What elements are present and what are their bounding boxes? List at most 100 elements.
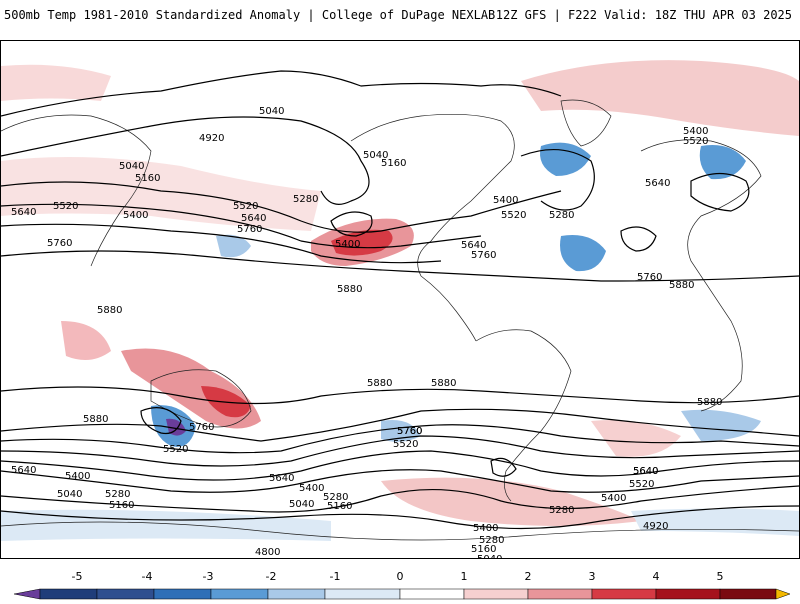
contour-label: 5760 — [47, 238, 72, 249]
anomaly-warm-region — [521, 60, 799, 136]
anomaly-warm-region — [1, 64, 111, 101]
contour-label: 5400 — [123, 210, 148, 221]
anomaly-cold-region — [681, 409, 761, 441]
map-canvas: 5040 4920 5040 5040 5160 5400 5520 5520 … — [1, 60, 799, 558]
colorbar-label: -3 — [202, 570, 214, 583]
contour-label: 5400 — [299, 483, 324, 494]
colorbar-label: 5 — [716, 570, 724, 583]
contour-label: 5880 — [83, 414, 108, 425]
contour-label: 5160 — [381, 158, 406, 169]
contour-label: 5640 — [461, 240, 486, 251]
anomaly-warm-region — [1, 157, 321, 231]
colorbar-label: 1 — [460, 570, 468, 583]
anomaly-cold-region — [631, 508, 799, 536]
colorbar-label: 2 — [524, 570, 532, 583]
contour-label: 5160 — [471, 544, 496, 555]
colorbar-label: -2 — [265, 570, 277, 583]
anomaly-map: 5040 4920 5040 5040 5160 5400 5520 5520 … — [0, 40, 800, 559]
anomaly-cold-region — [1, 509, 331, 541]
map-title: 500mb Temp 1981-2010 Standardized Anomal… — [4, 8, 496, 22]
colorbar-segment — [39, 588, 98, 600]
anomaly-cold-region — [699, 145, 746, 180]
contour-label: 5880 — [431, 378, 456, 389]
contour-label: 5760 — [397, 426, 422, 437]
colorbar-end-high — [775, 588, 791, 600]
anomaly-warm-region — [591, 420, 681, 457]
contour-label: 5040 — [57, 489, 82, 500]
contour-label: 5640 — [241, 213, 266, 224]
anomaly-cold-region — [560, 235, 606, 272]
colorbar-label: -5 — [71, 570, 83, 583]
colorbar-label: -4 — [141, 570, 153, 583]
anomaly-cold-region — [216, 234, 251, 258]
contour-label: 5880 — [367, 378, 392, 389]
colorbar-scale — [13, 588, 791, 600]
colorbar-segment — [463, 588, 529, 600]
contour-label: 5400 — [601, 493, 626, 504]
contour-label: 5640 — [633, 466, 658, 477]
contour-label: 5040 — [363, 150, 388, 161]
colorbar-segment — [527, 588, 593, 600]
contour-label: 5760 — [471, 250, 496, 261]
colorbar-label: 3 — [588, 570, 596, 583]
contour-label: 5520 — [683, 136, 708, 147]
contour-label: 5280 — [479, 535, 504, 546]
contour-label: 5400 — [493, 195, 518, 206]
contour-label: 5640 — [633, 466, 658, 477]
anomaly-very-cold — [166, 418, 186, 436]
contour-label: 5160 — [327, 501, 352, 512]
colorbar-segment — [591, 588, 657, 600]
colorbar-segment — [399, 588, 465, 600]
anomaly-cold-region — [540, 142, 591, 176]
colorbar-segment — [96, 588, 155, 600]
contour-label: 5040 — [477, 554, 502, 558]
contour-label: 5760 — [397, 426, 422, 437]
contour-label: 5280 — [549, 505, 574, 516]
contour-label: 5880 — [669, 280, 694, 291]
contour-label: 5640 — [645, 178, 670, 189]
contour-label: 5640 — [269, 473, 294, 484]
contour-label: 5280 — [549, 210, 574, 221]
contour-label: 5280 — [105, 489, 130, 500]
colorbar-label: 4 — [652, 570, 660, 583]
contour-label: 5280 — [323, 492, 348, 503]
contour-label: 5520 — [163, 444, 188, 455]
contour-label: 5760 — [189, 422, 214, 433]
contour-label: 5520 — [629, 479, 654, 490]
contour-label: 5520 — [393, 439, 418, 450]
colorbar: -5 -4 -3 -2 -1 0 1 2 3 4 5 — [0, 570, 800, 600]
contour-label: 5880 — [97, 305, 122, 316]
run-info: 12Z GFS | F222 Valid: 18Z THU APR 03 202… — [495, 8, 792, 22]
contour-label: 5400 — [65, 471, 90, 482]
contour-label: 5160 — [109, 500, 134, 511]
colorbar-segment — [267, 588, 326, 600]
anomaly-warm-region — [61, 321, 111, 360]
contour-label: 5760 — [237, 224, 262, 235]
contour-label: 5040 — [119, 161, 144, 172]
anomaly-shading — [1, 60, 799, 541]
contour-label: 5400 — [683, 126, 708, 137]
contour-label: 5880 — [337, 284, 362, 295]
colorbar-segment — [655, 588, 721, 600]
colorbar-end-low — [13, 588, 41, 600]
contour-label: 4920 — [643, 521, 668, 532]
contour-label: 5640 — [11, 207, 36, 218]
contour-label: 5040 — [289, 499, 314, 510]
colorbar-label: 0 — [396, 570, 404, 583]
contour-label: 4800 — [255, 547, 280, 558]
coastlines — [1, 99, 799, 541]
contour-label: 5400 — [335, 239, 360, 250]
contour-label: 5280 — [293, 194, 318, 205]
contour-label: 5760 — [637, 272, 662, 283]
colorbar-segment — [324, 588, 401, 600]
contour-label: 5640 — [11, 465, 36, 476]
height-contours — [1, 70, 799, 530]
colorbar-segment — [153, 588, 212, 600]
contour-label: 5880 — [697, 397, 722, 408]
contour-label: 4920 — [199, 133, 224, 144]
colorbar-segment — [719, 588, 777, 600]
contour-label-layer: 5040 4920 5040 5040 5160 5400 5520 5520 … — [11, 106, 722, 558]
colorbar-label: -1 — [329, 570, 341, 583]
contour-label: 5160 — [135, 173, 160, 184]
contour-label: 5040 — [259, 106, 284, 117]
